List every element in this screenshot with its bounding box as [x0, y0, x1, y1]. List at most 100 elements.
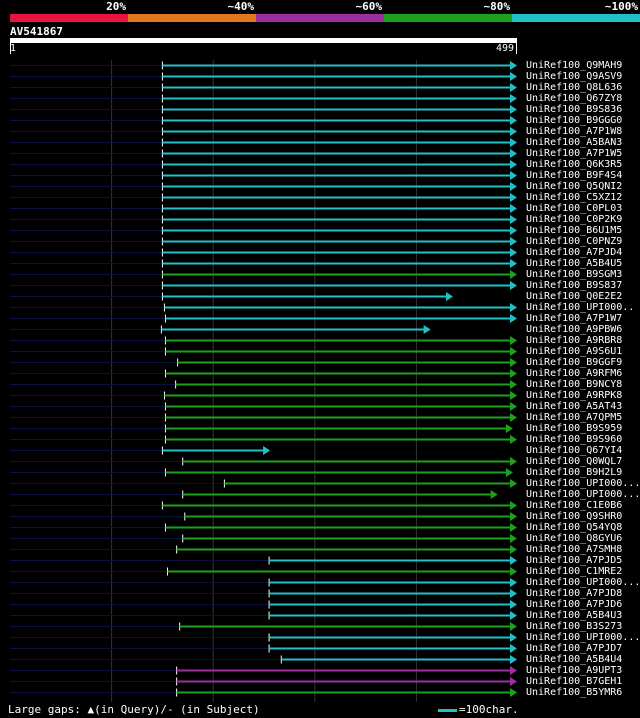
scale-segment [384, 14, 512, 22]
hit-label[interactable]: UniRef100_B9S960 [526, 434, 623, 445]
hit-label[interactable]: UniRef100_A5B4U3 [526, 610, 623, 621]
hit-label[interactable]: UniRef100_UPI000... [526, 478, 640, 489]
hit-arrow-icon [510, 435, 517, 444]
scale-label: ~80% [483, 0, 511, 13]
scale-segment [128, 14, 256, 22]
hit-label[interactable]: UniRef100_A5B4U5 [526, 258, 623, 269]
hit-label[interactable]: UniRef100_Q6K3R5 [526, 159, 623, 170]
hit-label[interactable]: UniRef100_UPI000... [526, 632, 640, 643]
hit-label[interactable]: UniRef100_A5B4U4 [526, 654, 623, 665]
hit-arrow-icon [510, 149, 517, 158]
hit-label[interactable]: UniRef100_C1MRE2 [526, 566, 623, 577]
hit-label[interactable]: UniRef100_A7P1W7 [526, 313, 623, 324]
ruler-tick-left [10, 43, 11, 54]
hit-label[interactable]: UniRef100_A5BAN3 [526, 137, 623, 148]
hit-label[interactable]: UniRef100_A7PJD8 [526, 588, 623, 599]
hit-label[interactable]: UniRef100_Q0E2E2 [526, 291, 623, 302]
hit-label[interactable]: UniRef100_C0P2K9 [526, 214, 623, 225]
hit-label[interactable]: UniRef100_UPI000.. [526, 302, 635, 313]
hit-arrow-icon [510, 523, 517, 532]
hit-label[interactable]: UniRef100_Q9SHR0 [526, 511, 623, 522]
hit-arrow-icon [510, 479, 517, 488]
hit-label[interactable]: UniRef100_A9RBR8 [526, 335, 623, 346]
hit-label[interactable]: UniRef100_Q54YQ8 [526, 522, 623, 533]
hit-label[interactable]: UniRef100_A7P1W5 [526, 148, 623, 159]
length-scale-bar [438, 708, 457, 712]
scale-label: ~100% [604, 0, 638, 13]
hit-label[interactable]: UniRef100_A9S6U1 [526, 346, 623, 357]
hit-label[interactable]: UniRef100_B6U1M5 [526, 225, 623, 236]
hit-label[interactable]: UniRef100_UPI000... [526, 489, 640, 500]
hit-label[interactable]: UniRef100_A5AT43 [526, 401, 623, 412]
hit-label[interactable]: UniRef100_B9GGF9 [526, 357, 623, 368]
hit-arrow-icon [510, 193, 517, 202]
hit-label[interactable]: UniRef100_C0PNZ9 [526, 236, 623, 247]
hit-arrow-icon [510, 314, 517, 323]
hit-arrow-icon [263, 446, 271, 455]
hit-label[interactable]: UniRef100_Q9MAH9 [526, 60, 623, 71]
hit-label[interactable]: UniRef100_B9GGG0 [526, 115, 623, 126]
hit-label[interactable]: UniRef100_C1E0B6 [526, 500, 623, 511]
hit-arrow-icon [490, 490, 498, 499]
hit-arrow-icon [510, 611, 517, 620]
scale-label: ~40% [227, 0, 255, 13]
scale-segment [256, 14, 384, 22]
hit-label[interactable]: UniRef100_A7QPM5 [526, 412, 623, 423]
hit-label[interactable]: UniRef100_A9PBW6 [526, 324, 623, 335]
hit-label[interactable]: UniRef100_UPI000... [526, 577, 640, 588]
hit-label[interactable]: UniRef100_B9NCY8 [526, 379, 623, 390]
hit-label[interactable]: UniRef100_A7PJD4 [526, 247, 623, 258]
hit-arrow-icon [510, 138, 517, 147]
hit-arrow-icon [510, 633, 517, 642]
hit-label[interactable]: UniRef100_Q0WQL7 [526, 456, 623, 467]
hit-label[interactable]: UniRef100_Q9ASV9 [526, 71, 623, 82]
hit-label[interactable]: UniRef100_A7PJD5 [526, 555, 623, 566]
hit-arrow-icon [510, 512, 517, 521]
hit-label[interactable]: UniRef100_B7GEH1 [526, 676, 623, 687]
hit-arrow-icon [510, 83, 517, 92]
hit-label[interactable]: UniRef100_B5YMR6 [526, 687, 623, 698]
hit-label[interactable]: UniRef100_A7P1W8 [526, 126, 623, 137]
hit-label[interactable]: UniRef100_Q8GYU6 [526, 533, 623, 544]
hit-label[interactable]: UniRef100_B9H2L9 [526, 467, 623, 478]
hit-label[interactable]: UniRef100_B3S273 [526, 621, 623, 632]
hit-arrow-icon [510, 534, 517, 543]
hit-label[interactable]: UniRef100_B9F4S4 [526, 170, 623, 181]
hit-arrow-icon [510, 105, 517, 114]
hit-arrow-icon [510, 545, 517, 554]
hit-label[interactable]: UniRef100_C5XZ12 [526, 192, 623, 203]
hit-label[interactable]: UniRef100_A7PJD6 [526, 599, 623, 610]
hit-arrow-icon [510, 666, 517, 675]
hit-arrow-icon [510, 556, 517, 565]
hit-label[interactable]: UniRef100_B9S837 [526, 280, 623, 291]
hit-label[interactable]: UniRef100_A9RPK8 [526, 390, 623, 401]
hit-label[interactable]: UniRef100_B9S836 [526, 104, 623, 115]
hit-label[interactable]: UniRef100_Q67ZY8 [526, 93, 623, 104]
hit-arrow-icon [510, 457, 517, 466]
length-scale-label: =100char. [459, 703, 519, 716]
hit-label[interactable]: UniRef100_A7SMH8 [526, 544, 623, 555]
scale-label: 20% [106, 0, 126, 13]
hit-arrow-icon [510, 688, 517, 697]
hit-label[interactable]: UniRef100_Q8L636 [526, 82, 623, 93]
hit-arrow-icon [510, 567, 517, 576]
hit-label[interactable]: UniRef100_A9UPT3 [526, 665, 623, 676]
hit-label[interactable]: UniRef100_B9SGM3 [526, 269, 623, 280]
hit-label[interactable]: UniRef100_C0PL03 [526, 203, 623, 214]
length-scale-legend: =100char. [438, 703, 519, 716]
hit-label[interactable]: UniRef100_A7PJD7 [526, 643, 623, 654]
hit-arrow-icon [510, 281, 517, 290]
scale-segment [512, 14, 640, 22]
hit-arrow-icon [505, 468, 513, 477]
hit-arrow-icon [510, 116, 517, 125]
hit-label[interactable]: UniRef100_A9RFM6 [526, 368, 623, 379]
hit-arrow-icon [510, 259, 517, 268]
hit-label[interactable]: UniRef100_B9S959 [526, 423, 623, 434]
scale-segment [10, 14, 128, 22]
hit-label[interactable]: UniRef100_Q5QNI2 [526, 181, 623, 192]
hit-arrow-icon [510, 215, 517, 224]
hit-arrow-icon [510, 303, 517, 312]
hit-label[interactable]: UniRef100_Q67YI4 [526, 445, 623, 456]
scale-label: ~60% [355, 0, 383, 13]
